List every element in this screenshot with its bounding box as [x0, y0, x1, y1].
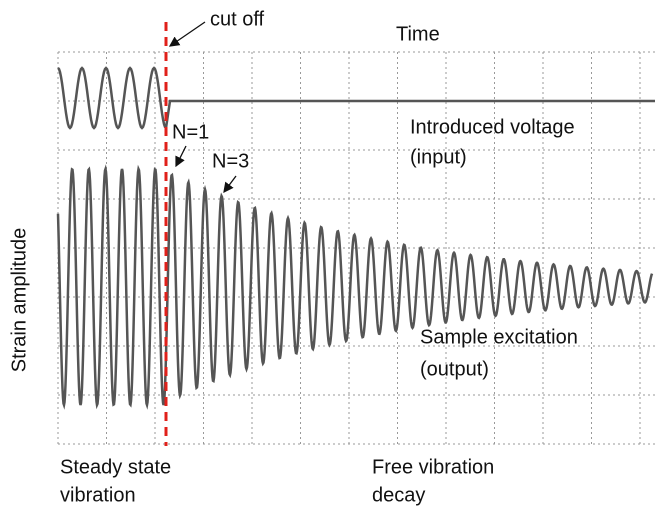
time-label: Time [396, 23, 440, 45]
input-label: (input) [410, 146, 467, 168]
n1-label: N=1 [172, 121, 209, 143]
n3-label: N=3 [212, 150, 249, 172]
cut-off-arrow [168, 21, 206, 47]
n3-arrow [223, 175, 237, 194]
steady-label: vibration [60, 484, 136, 506]
input-label: Introduced voltage [410, 116, 575, 138]
steady-label: Steady state [60, 456, 171, 478]
output-wave [56, 164, 654, 410]
output-label: (output) [420, 358, 489, 380]
n1-arrow [175, 145, 187, 168]
free-label: Free vibration [372, 456, 494, 478]
free-label: decay [372, 484, 425, 506]
cut-off-label: cut off [210, 8, 265, 30]
y-axis-label: Strain amplitude [8, 228, 30, 373]
input-wave [57, 66, 655, 131]
output-label: Sample excitation [420, 326, 578, 348]
